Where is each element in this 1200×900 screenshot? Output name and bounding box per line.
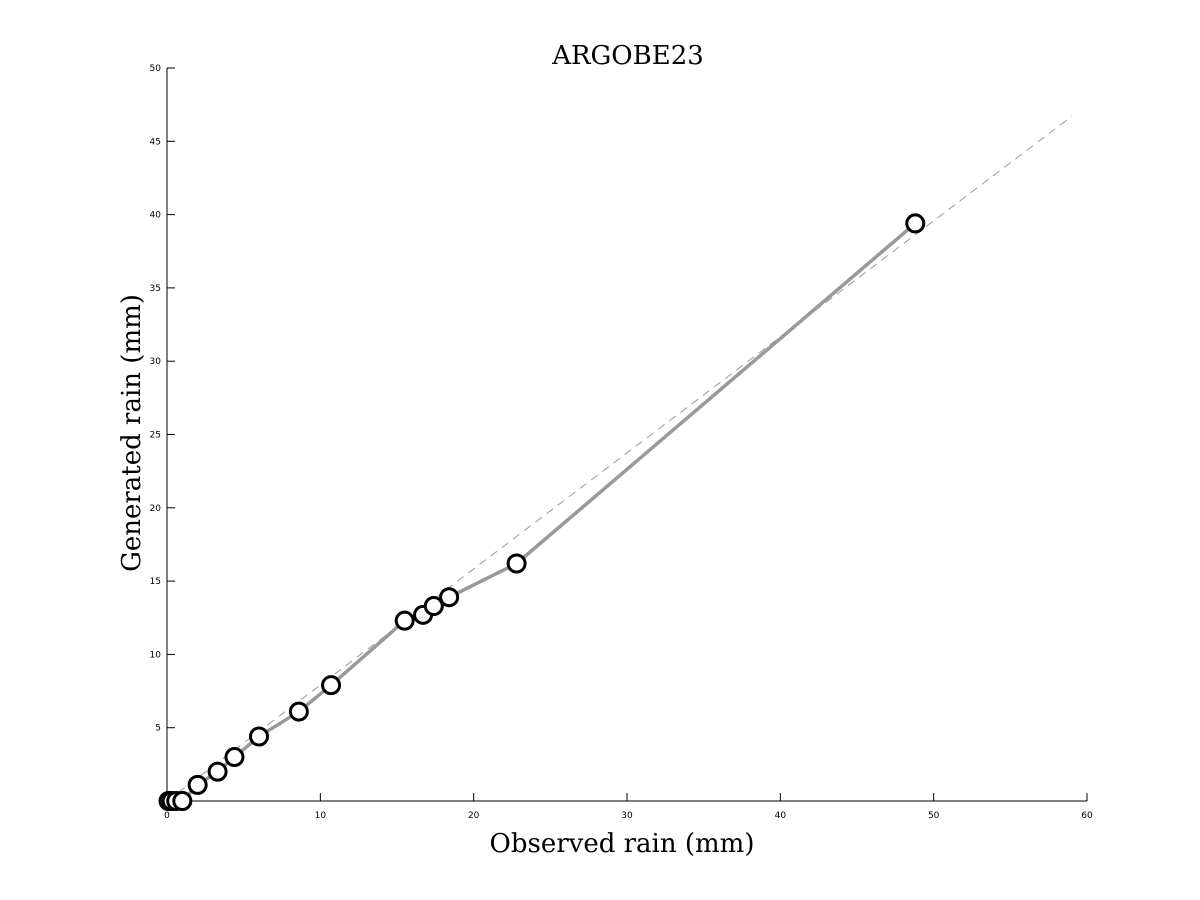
data-point <box>423 596 444 617</box>
x-tick-label: 20 <box>468 811 480 821</box>
data-point <box>905 213 926 234</box>
data-point <box>224 747 245 768</box>
y-tick-label: 35 <box>150 284 161 294</box>
x-axis-label: Observed rain (mm) <box>490 829 755 859</box>
y-tick-label: 5 <box>155 724 161 734</box>
x-tick-label: 40 <box>775 811 787 821</box>
y-tick-label: 30 <box>150 357 162 367</box>
x-tick-label: 10 <box>315 811 327 821</box>
y-tick-label: 25 <box>150 431 161 441</box>
data-point <box>172 791 193 811</box>
data-point <box>506 553 527 574</box>
y-axis-label: Generated rain (mm) <box>117 294 147 572</box>
y-tick-label: 45 <box>150 137 161 147</box>
data-point <box>321 675 342 696</box>
x-tick-label: 50 <box>928 811 940 821</box>
y-tick-label: 20 <box>150 504 162 514</box>
data-point <box>288 701 309 722</box>
data-point <box>207 761 228 782</box>
series-line <box>168 222 917 803</box>
axes: 0 10 20 30 40 50 60 5 10 15 20 25 30 35 40 45 50 <box>150 64 1093 821</box>
y-tick-label: 40 <box>150 211 162 221</box>
x-tick-label: 30 <box>621 811 633 821</box>
data-point <box>394 610 415 631</box>
y-tick-label: 10 <box>150 650 162 660</box>
data-point <box>187 774 208 795</box>
x-ticks: 0 10 20 30 40 50 60 <box>164 793 1093 821</box>
series-group <box>158 213 926 811</box>
y-tick-label: 15 <box>150 577 161 587</box>
y-ticks: 5 10 15 20 25 30 35 40 45 50 <box>150 64 175 734</box>
chart-title: ARGOBE23 <box>551 41 704 71</box>
data-point <box>249 726 269 747</box>
data-point <box>439 587 460 608</box>
x-tick-label: 0 <box>164 811 170 821</box>
reference-line <box>166 115 1072 802</box>
y-tick-label: 50 <box>150 64 162 74</box>
x-tick-label: 60 <box>1081 811 1093 821</box>
